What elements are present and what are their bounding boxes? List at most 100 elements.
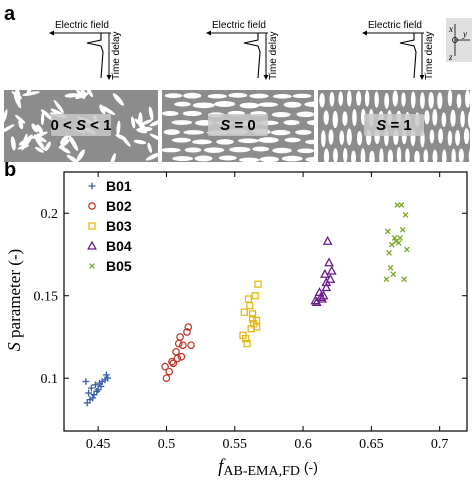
particle — [239, 102, 260, 109]
particle — [420, 92, 425, 109]
data-point-B02 — [172, 347, 180, 356]
data-point-B04 — [324, 257, 334, 267]
particle — [429, 129, 435, 144]
data-point-B05 — [387, 264, 394, 271]
particle — [4, 109, 8, 123]
particle — [162, 111, 179, 116]
pulse-waveform — [86, 33, 104, 79]
s-label-prefix: 0 < — [51, 117, 76, 134]
particle — [21, 133, 28, 151]
particle — [392, 90, 399, 107]
data-point-B03 — [254, 280, 262, 288]
data-point-B04 — [326, 265, 337, 275]
coordinate-axes-icon: x y z — [446, 18, 472, 62]
coord-label-x: x — [448, 24, 453, 34]
particle — [148, 106, 154, 121]
particle — [75, 90, 85, 100]
data-point-B05 — [401, 276, 408, 283]
time-axis-arrowhead — [106, 75, 112, 80]
particle — [332, 110, 338, 129]
legend-label-B05: B05 — [106, 258, 132, 274]
particle — [432, 149, 438, 162]
particle — [239, 157, 260, 162]
particle — [428, 91, 434, 109]
legend-label-B04: B04 — [106, 238, 132, 254]
particle — [333, 148, 338, 162]
data-point-B02 — [174, 339, 183, 348]
particle — [306, 120, 314, 126]
data-point-B01 — [104, 374, 112, 382]
particle — [214, 101, 236, 108]
micrograph-panel-2: S = 0 — [162, 90, 314, 162]
particle — [384, 92, 390, 109]
s-label-box — [208, 114, 268, 136]
x-tick-label: 0.55 — [223, 437, 248, 452]
particle — [423, 149, 429, 162]
particle — [44, 141, 51, 152]
particle — [305, 156, 314, 162]
data-point-B03 — [240, 308, 248, 316]
particle — [116, 120, 121, 136]
particle — [164, 93, 183, 99]
particle — [149, 119, 158, 127]
particle — [140, 119, 153, 126]
data-point-B03 — [248, 315, 257, 323]
data-point-B02 — [165, 367, 174, 376]
particle — [458, 148, 464, 162]
pulse-waveform — [243, 33, 261, 79]
data-point-B02 — [176, 333, 184, 341]
data-point-B01 — [87, 384, 95, 392]
particle — [136, 128, 148, 134]
y-tick-label: 0.15 — [34, 290, 59, 305]
legend-label-B03: B03 — [106, 218, 132, 234]
data-point-B03 — [244, 295, 253, 303]
particle — [80, 90, 86, 98]
particle — [53, 99, 64, 114]
particle — [352, 108, 357, 127]
time-delay-label: Time delay — [111, 31, 122, 80]
particle — [284, 137, 301, 143]
particle — [60, 134, 70, 145]
particle — [410, 91, 416, 109]
particle — [229, 146, 251, 153]
particle — [463, 128, 470, 145]
particle — [455, 129, 461, 146]
data-point-B03 — [243, 339, 251, 348]
particle — [66, 154, 79, 162]
series-B02 — [161, 323, 195, 383]
field-axis-arrowhead — [206, 30, 211, 36]
data-point-B02 — [187, 341, 195, 350]
particle — [346, 90, 352, 107]
particle — [356, 130, 363, 146]
particle — [120, 135, 131, 147]
particle — [34, 146, 44, 153]
particle — [207, 93, 227, 99]
data-point-B05 — [386, 249, 392, 256]
data-point-B02 — [169, 359, 178, 368]
particle — [31, 131, 48, 139]
panel-b-chart: 0.45 0.5 0.55 0.6 0.65 0.70.10.150.2 B01B02B0… — [4, 171, 468, 479]
particle — [194, 155, 213, 162]
x-axis-title-sub: AB-EMA,FD — [223, 464, 300, 479]
data-point-B01 — [92, 381, 99, 389]
data-point-B05 — [397, 235, 403, 241]
particle — [133, 139, 147, 145]
data-point-B03 — [252, 323, 261, 331]
y-axis-title: S parameter (-) — [4, 249, 24, 351]
y-axis-title-main: S — [4, 342, 24, 351]
s-label-suffix: < 1 — [86, 117, 111, 134]
data-point-B04 — [325, 273, 336, 283]
data-points — [82, 202, 410, 407]
particle — [192, 102, 215, 109]
particle — [342, 111, 348, 126]
data-point-B02 — [177, 352, 186, 361]
particle — [432, 109, 438, 126]
particle — [424, 110, 430, 125]
particle — [272, 94, 292, 99]
particle — [112, 93, 125, 106]
plot-area-frame — [63, 171, 468, 432]
particle — [356, 90, 362, 106]
y-axis-title-rest: parameter (-) — [5, 249, 24, 342]
